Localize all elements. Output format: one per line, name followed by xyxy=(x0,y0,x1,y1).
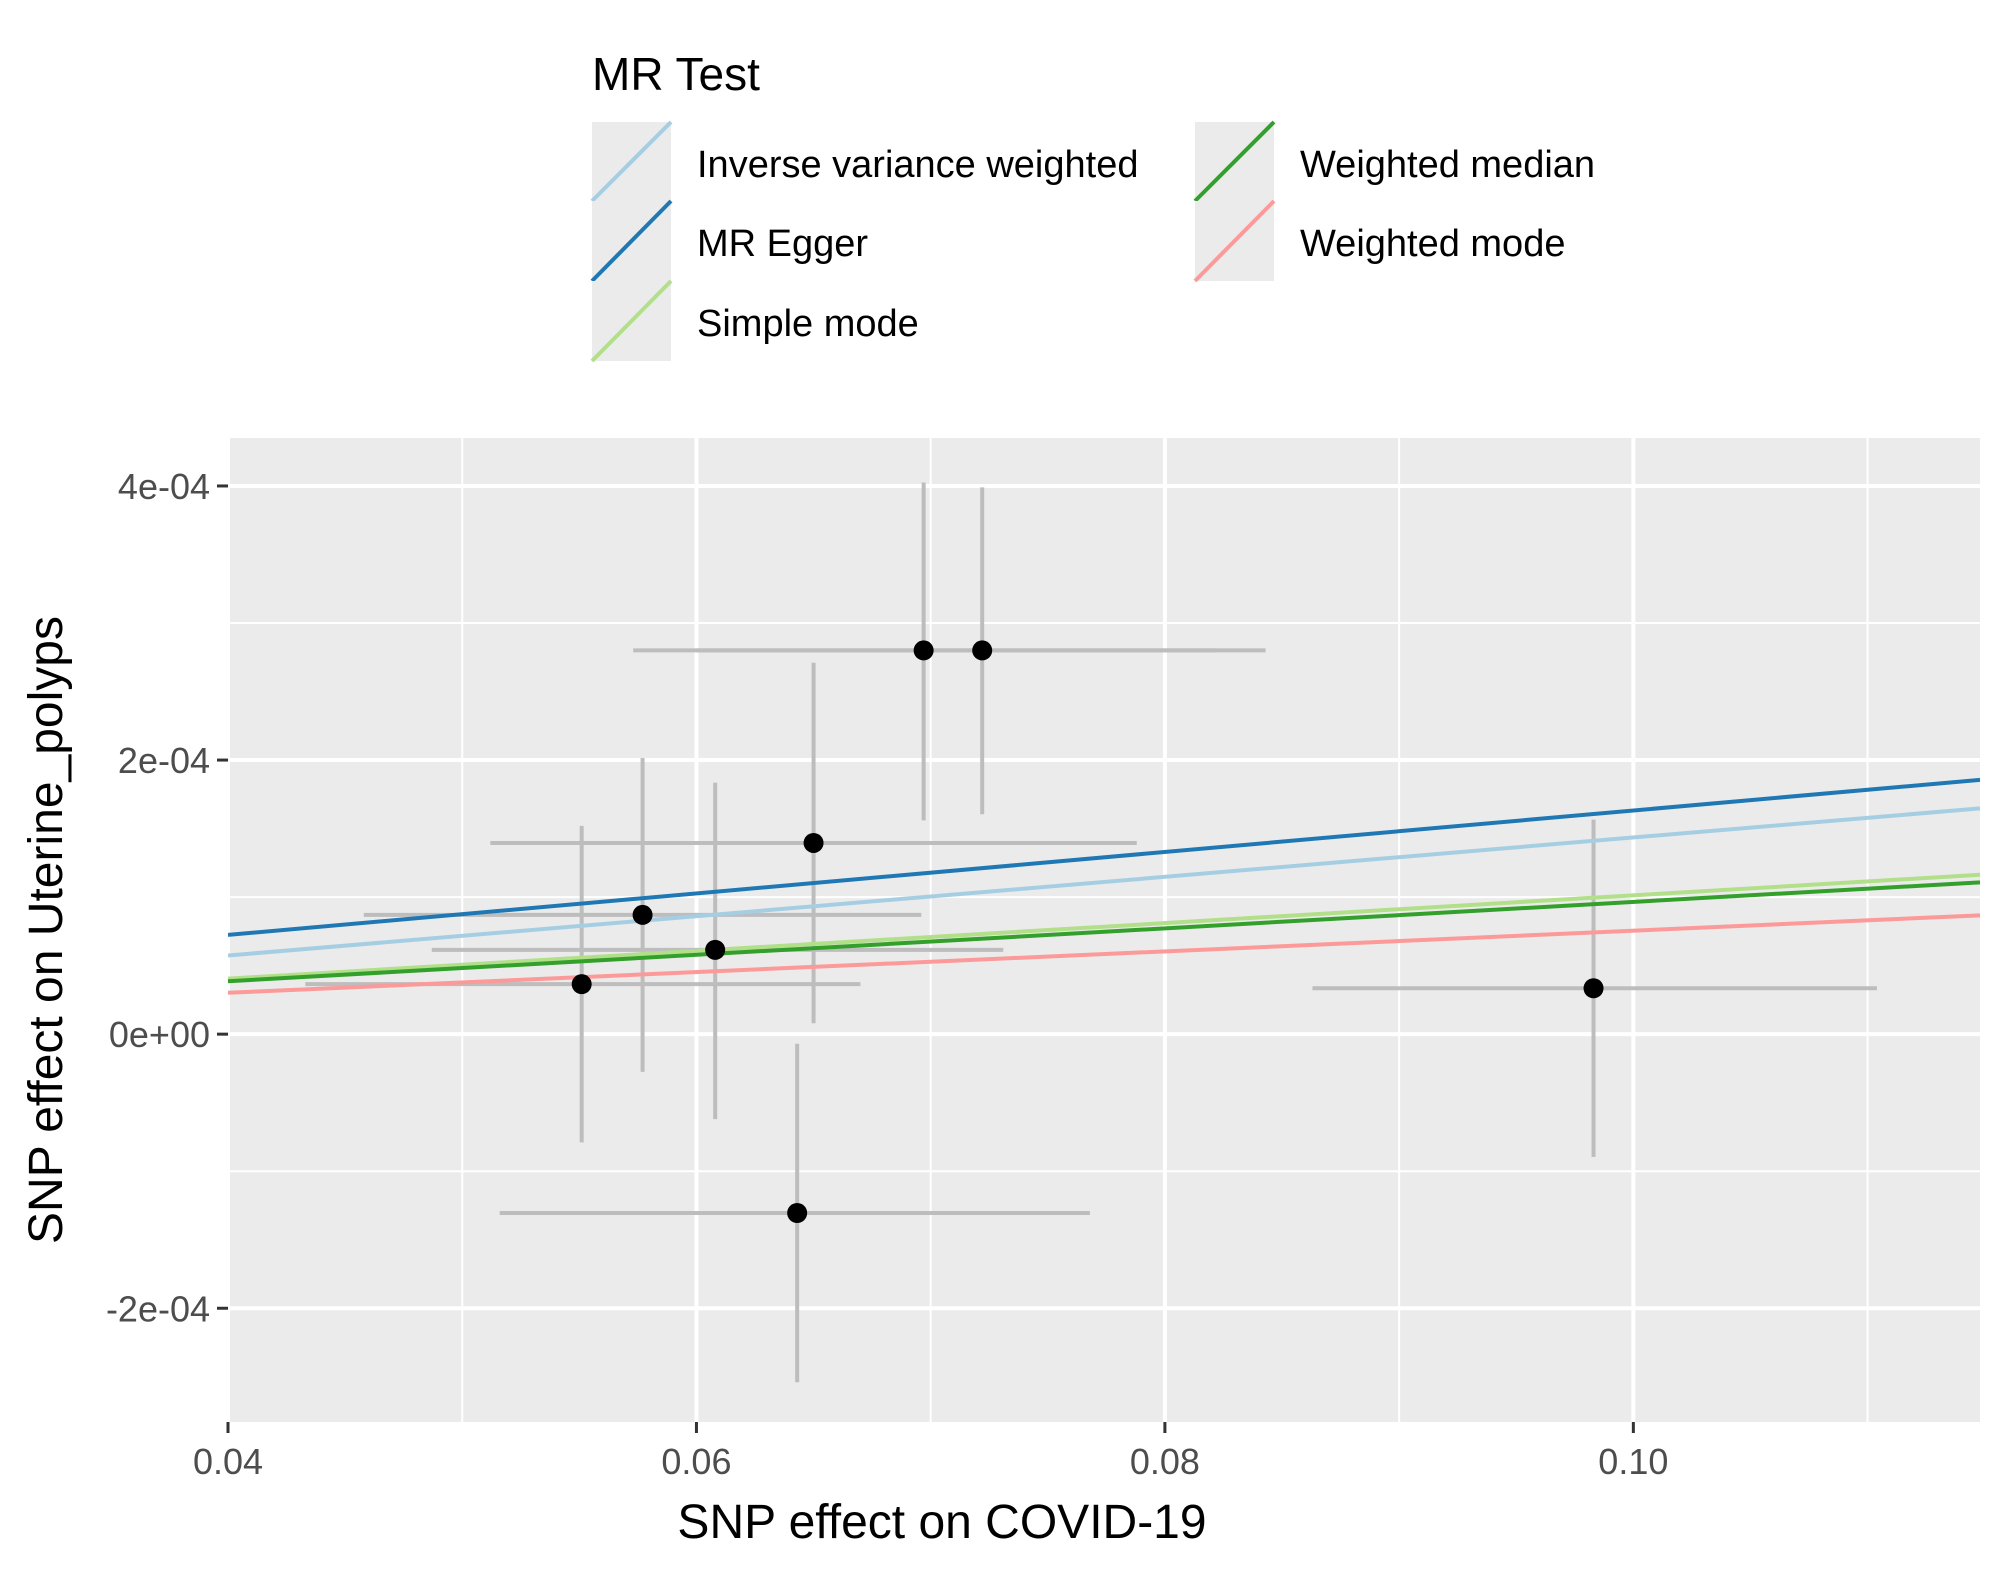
y-axis-title: SNP effect on Uterine_polyps xyxy=(20,616,73,1244)
legend-key-line-weighted-mode xyxy=(1193,199,1276,283)
data-point xyxy=(632,904,653,925)
x-axis: 0.04 0.06 0.08 0.10 xyxy=(193,1422,1668,1482)
regression-line-inverse-variance-weighted xyxy=(228,806,1980,958)
x-tick-label: 0.04 xyxy=(193,1441,263,1482)
regression-line-mr-egger xyxy=(228,777,1980,937)
data-point xyxy=(571,974,592,995)
legend-key-line-simple-mode xyxy=(590,279,673,363)
data-point xyxy=(972,640,993,661)
legend-key-line-ivw xyxy=(590,120,673,203)
legend-item-weighted-median: Weighted median xyxy=(1193,120,1595,203)
legend-title: MR Test xyxy=(592,48,760,100)
y-tick-label: 2e-04 xyxy=(118,740,210,781)
y-tick-label: -2e-04 xyxy=(106,1288,210,1329)
legend-key-line-weighted-median xyxy=(1193,120,1276,203)
legend-label-mr-egger: MR Egger xyxy=(697,223,868,265)
legend-label-simple-mode: Simple mode xyxy=(697,303,919,345)
data-point xyxy=(705,939,726,960)
data-points xyxy=(571,640,1604,1224)
y-tick-label: 0e+00 xyxy=(109,1014,210,1055)
x-tick-label: 0.06 xyxy=(661,1441,731,1482)
regression-lines xyxy=(228,777,1980,995)
regression-line-simple-mode xyxy=(228,872,1980,981)
data-point xyxy=(1583,978,1604,999)
data-point xyxy=(803,832,824,853)
legend-label-ivw: Inverse variance weighted xyxy=(697,144,1138,186)
legend-item-ivw: Inverse variance weighted xyxy=(590,120,1138,203)
legend-item-mr-egger: MR Egger xyxy=(590,199,868,283)
regression-line-weighted-median xyxy=(228,880,1980,984)
y-axis: -2e-04 0e+00 2e-04 4e-04 xyxy=(106,466,228,1329)
legend-item-simple-mode: Simple mode xyxy=(590,279,919,363)
y-tick-label: 4e-04 xyxy=(118,466,210,507)
x-tick-label: 0.10 xyxy=(1598,1441,1668,1482)
legend-item-weighted-mode: Weighted mode xyxy=(1193,199,1565,283)
legend-label-weighted-median: Weighted median xyxy=(1300,144,1595,186)
data-point xyxy=(913,640,934,661)
x-tick-label: 0.08 xyxy=(1130,1441,1200,1482)
x-axis-title: SNP effect on COVID-19 xyxy=(677,1496,1206,1549)
data-point xyxy=(787,1203,808,1224)
regression-line-weighted-mode xyxy=(228,913,1980,995)
legend-key-line-mr-egger xyxy=(590,199,673,283)
legend: MR Test Inverse variance weighted MR Egg… xyxy=(590,48,1595,363)
legend-label-weighted-mode: Weighted mode xyxy=(1300,223,1565,265)
